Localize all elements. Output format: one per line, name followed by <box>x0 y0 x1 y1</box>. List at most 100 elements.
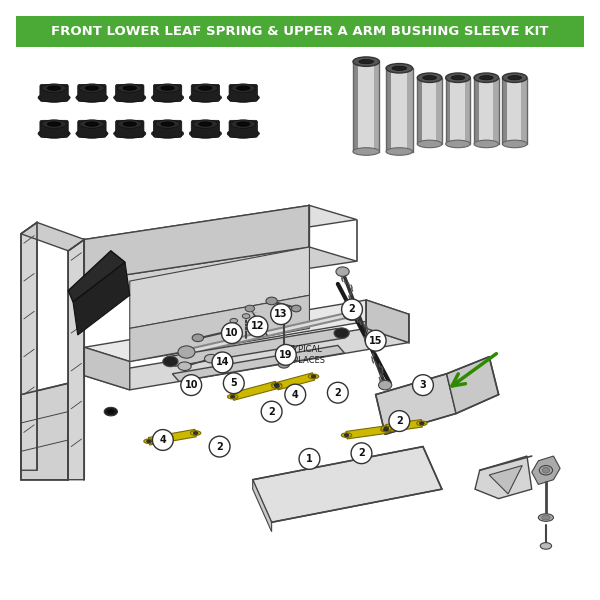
Text: 3: 3 <box>419 380 427 390</box>
Polygon shape <box>130 247 310 328</box>
Circle shape <box>181 375 202 395</box>
Polygon shape <box>172 346 344 382</box>
Circle shape <box>247 316 268 337</box>
Ellipse shape <box>502 73 527 82</box>
Polygon shape <box>376 374 456 434</box>
Ellipse shape <box>380 427 391 432</box>
Ellipse shape <box>104 407 118 416</box>
Ellipse shape <box>542 467 550 473</box>
Ellipse shape <box>230 319 238 323</box>
FancyBboxPatch shape <box>40 120 68 137</box>
Polygon shape <box>489 466 522 494</box>
Ellipse shape <box>80 120 104 128</box>
Text: 2: 2 <box>216 442 223 452</box>
FancyBboxPatch shape <box>479 78 494 144</box>
Polygon shape <box>366 300 409 343</box>
Polygon shape <box>232 381 278 400</box>
Ellipse shape <box>163 356 178 367</box>
FancyBboxPatch shape <box>422 78 437 144</box>
Text: 13: 13 <box>274 309 288 319</box>
FancyBboxPatch shape <box>374 62 379 152</box>
Ellipse shape <box>479 76 493 80</box>
Polygon shape <box>276 373 314 390</box>
Circle shape <box>212 352 233 373</box>
Ellipse shape <box>190 431 201 436</box>
Polygon shape <box>130 295 310 361</box>
Ellipse shape <box>42 120 67 128</box>
FancyBboxPatch shape <box>358 62 375 152</box>
Ellipse shape <box>344 434 349 437</box>
Polygon shape <box>446 357 499 413</box>
Ellipse shape <box>146 440 151 443</box>
Circle shape <box>328 382 348 403</box>
Ellipse shape <box>392 66 407 70</box>
Ellipse shape <box>193 431 198 434</box>
Text: 1: 1 <box>306 454 313 464</box>
FancyBboxPatch shape <box>451 78 466 144</box>
Ellipse shape <box>231 120 256 128</box>
Ellipse shape <box>76 129 108 138</box>
Polygon shape <box>167 328 346 366</box>
FancyBboxPatch shape <box>407 68 413 152</box>
Text: 12: 12 <box>251 322 264 331</box>
Ellipse shape <box>178 346 195 358</box>
Text: 4: 4 <box>292 389 299 400</box>
Ellipse shape <box>113 93 146 103</box>
FancyBboxPatch shape <box>116 120 144 137</box>
Polygon shape <box>85 205 310 281</box>
Polygon shape <box>68 251 125 302</box>
Ellipse shape <box>242 314 250 319</box>
FancyBboxPatch shape <box>436 78 442 144</box>
Ellipse shape <box>386 148 413 155</box>
FancyBboxPatch shape <box>446 78 451 144</box>
Ellipse shape <box>123 86 136 90</box>
Ellipse shape <box>292 305 301 312</box>
Ellipse shape <box>539 466 553 475</box>
Ellipse shape <box>193 84 218 92</box>
Ellipse shape <box>341 433 352 437</box>
Polygon shape <box>21 223 37 470</box>
Ellipse shape <box>227 93 259 103</box>
FancyBboxPatch shape <box>521 78 527 144</box>
Circle shape <box>223 373 244 394</box>
Ellipse shape <box>417 73 442 82</box>
Circle shape <box>413 375 433 395</box>
Ellipse shape <box>47 122 61 126</box>
Ellipse shape <box>227 129 259 138</box>
Circle shape <box>221 323 242 344</box>
Ellipse shape <box>245 305 254 312</box>
Ellipse shape <box>271 383 282 387</box>
Text: 19: 19 <box>279 350 293 360</box>
Ellipse shape <box>446 73 470 82</box>
Polygon shape <box>73 262 130 335</box>
FancyBboxPatch shape <box>474 78 480 144</box>
FancyBboxPatch shape <box>154 85 182 101</box>
Ellipse shape <box>113 129 146 138</box>
Polygon shape <box>532 456 560 484</box>
Ellipse shape <box>118 120 142 128</box>
Ellipse shape <box>474 140 499 148</box>
FancyBboxPatch shape <box>78 85 106 101</box>
FancyBboxPatch shape <box>78 120 106 137</box>
Ellipse shape <box>383 428 388 431</box>
Ellipse shape <box>308 374 319 379</box>
Ellipse shape <box>230 395 235 398</box>
Ellipse shape <box>152 129 184 138</box>
Ellipse shape <box>47 86 61 90</box>
Ellipse shape <box>227 394 238 399</box>
Ellipse shape <box>353 57 379 67</box>
Ellipse shape <box>236 86 250 90</box>
Ellipse shape <box>379 380 392 390</box>
Ellipse shape <box>144 439 154 443</box>
Ellipse shape <box>199 86 212 90</box>
Ellipse shape <box>386 64 413 73</box>
Ellipse shape <box>178 362 191 370</box>
Circle shape <box>365 330 386 351</box>
Ellipse shape <box>274 383 279 386</box>
Ellipse shape <box>451 76 465 80</box>
FancyBboxPatch shape <box>502 78 508 144</box>
FancyBboxPatch shape <box>191 120 220 137</box>
Circle shape <box>261 401 282 422</box>
Polygon shape <box>68 239 85 480</box>
Circle shape <box>285 384 305 405</box>
